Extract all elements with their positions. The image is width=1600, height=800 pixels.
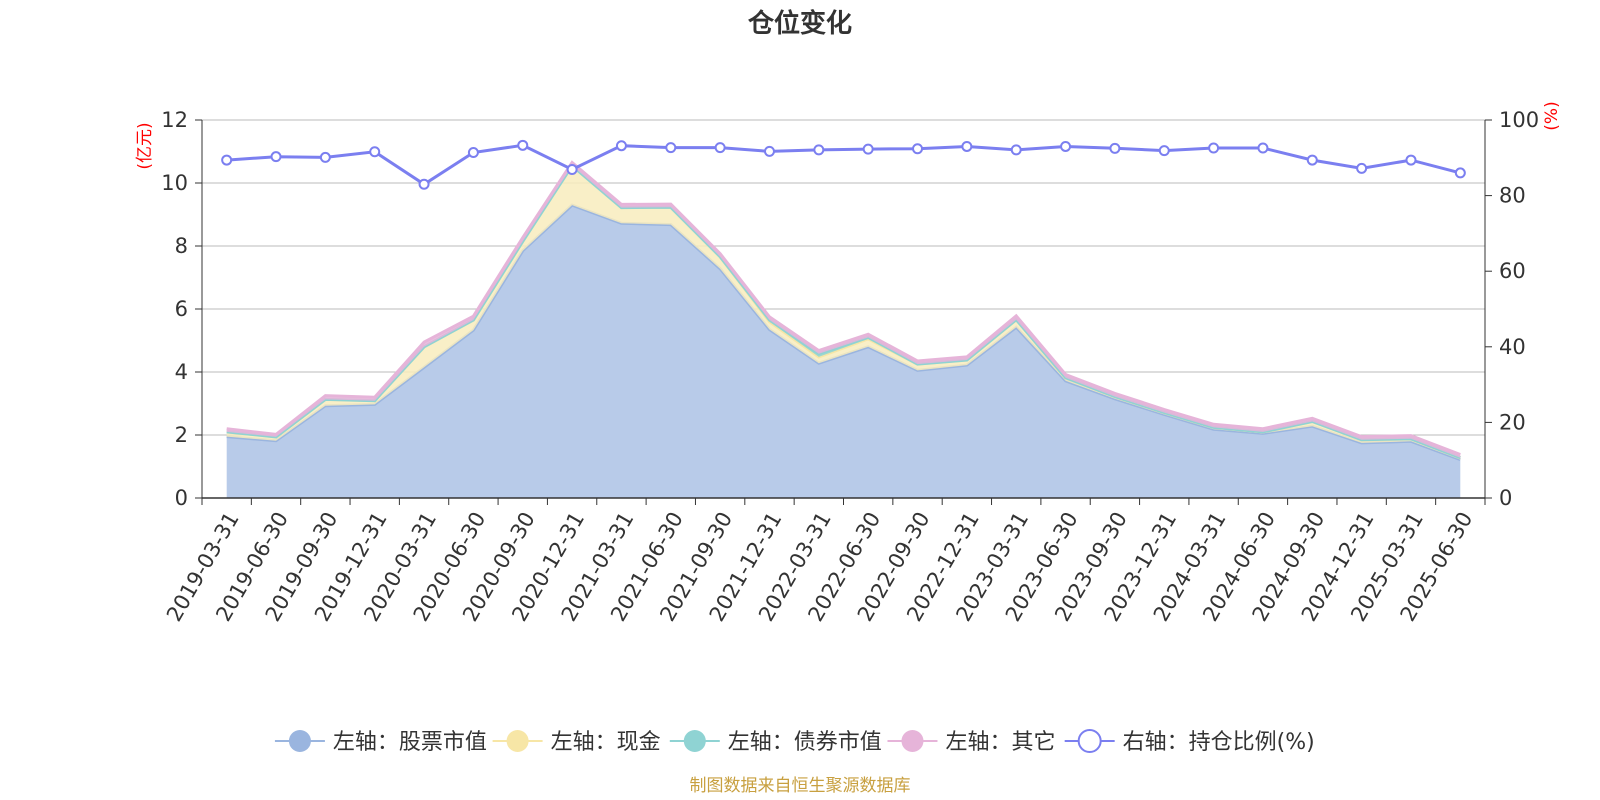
right-axis-tick-label: 0 [1499,486,1512,510]
legend-other: 左轴：其它 [887,730,1055,755]
left-axis-tick-label: 8 [175,234,188,258]
legend: 左轴：股票市值 左轴：现金 左轴：债券市值 左轴：其它 右轴：持仓比例(%) [274,729,1315,755]
legend-stock-value: 左轴：股票市值 [274,730,487,755]
right-axis-tick-label: 80 [1499,184,1526,208]
right-axis-tick-label: 100 [1499,108,1539,132]
ratio-point [813,144,825,156]
area-stock-value [226,205,1461,498]
left-axis-unit: (亿元) [135,122,155,169]
legend-label: 左轴：现金 [551,730,661,755]
ratio-point [763,145,775,157]
right-axis-unit: (%) [1542,101,1562,130]
ratio-point [270,151,282,163]
ratio-point [1257,142,1269,154]
legend-symbol [506,730,529,752]
ratio-point [961,140,973,152]
stacked-areas [226,160,1461,498]
ratio-point [221,154,233,166]
left-axis-tick-label: 12 [161,108,188,132]
legend-label: 右轴：持仓比例(%) [1123,730,1315,755]
ratio-line [221,139,1466,190]
area-cash [226,165,1461,460]
ratio-point [1060,140,1072,152]
left-axis-tick-label: 2 [175,423,188,447]
chart-title: 仓位变化 [747,8,852,39]
ratio-point [862,143,874,155]
ratio-line-path [226,143,1461,187]
ratio-point [1158,145,1170,157]
legend-bond-value: 左轴：债券市值 [669,730,882,755]
ratio-point [1356,162,1368,174]
left-axis-tick-label: 0 [175,486,188,510]
legend-symbol [683,730,706,752]
ratio-point [566,164,578,176]
ratio-point [665,142,677,154]
ratio-point [1208,142,1220,154]
legend-position-ratio: 右轴：持仓比例(%) [1064,729,1315,755]
ratio-point [714,142,726,154]
legend-label: 左轴：股票市值 [333,730,487,755]
legend-cash: 左轴：现金 [492,730,661,755]
ratio-point [418,178,430,190]
ratio-point [1109,142,1121,154]
source-note: 制图数据来自恒生聚源数据库 [690,776,911,796]
right-axis-tick-label: 20 [1499,410,1526,434]
left-axis-tick-label: 10 [161,171,188,195]
ratio-point [912,143,924,155]
left-axis-tick-label: 6 [175,297,188,321]
legend-symbol [1077,729,1102,753]
right-axis-tick-label: 60 [1499,259,1526,283]
legend-symbol [901,730,924,752]
legend-label: 左轴：其它 [945,730,1055,755]
legend-label: 左轴：债券市值 [728,730,882,755]
right-axis-tick-label: 40 [1499,335,1526,359]
ratio-point [1306,154,1318,166]
ratio-point [369,146,381,158]
area-other-edge [226,160,1461,456]
legend-symbol [288,730,311,752]
left-axis-tick-label: 4 [175,360,188,384]
ratio-point [1010,144,1022,156]
ratio-point [1405,154,1417,166]
ratio-point [1454,167,1466,179]
ratio-point [319,151,331,163]
ratio-point [615,140,627,152]
ratio-point [467,147,479,159]
ratio-point [517,139,529,151]
